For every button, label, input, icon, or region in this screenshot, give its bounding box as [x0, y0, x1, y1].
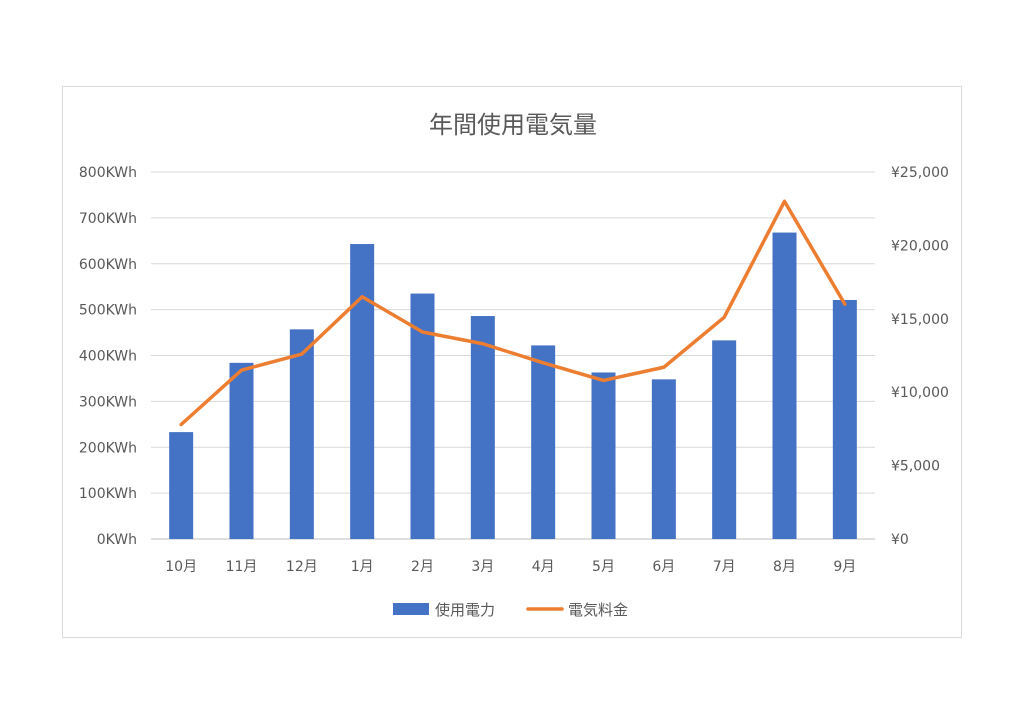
bar — [591, 372, 616, 539]
bar — [350, 244, 375, 539]
legend: 使用電力 電気料金 — [393, 601, 628, 619]
x-axis-tick-label: 8月 — [773, 559, 796, 575]
chart-canvas: 0KWh 100KWh 200KWh 300KWh 400KWh 500KWh 600KWh… — [79, 111, 949, 619]
x-axis-tick-label: 9月 — [833, 559, 856, 575]
legend-label: 電気料金 — [568, 601, 628, 619]
legend-label: 使用電力 — [435, 601, 495, 619]
x-axis: 10月 11月 12月 1月 2月 3月 4月 5月 6月 7月 8月 9月 — [165, 559, 856, 575]
x-axis-tick-label: 10月 — [165, 559, 197, 575]
bar — [470, 316, 495, 539]
chart-title: 年間使用電気量 — [429, 111, 597, 139]
line-series-path — [179, 199, 847, 427]
right-axis-tick-label: ¥25,000 — [891, 165, 949, 181]
left-axis-tick-label: 200KWh — [79, 440, 137, 456]
x-axis-tick-label: 4月 — [532, 559, 555, 575]
left-axis-tick-label: 300KWh — [79, 394, 137, 410]
bar-series — [169, 232, 857, 539]
bar — [531, 345, 556, 539]
bar — [712, 340, 737, 539]
x-axis-tick-label: 5月 — [592, 559, 615, 575]
bar — [832, 299, 857, 539]
right-axis: ¥0 ¥5,000 ¥10,000 ¥15,000 ¥20,000 ¥25,000 — [891, 165, 949, 548]
right-axis-tick-label: ¥15,000 — [891, 312, 949, 328]
x-axis-tick-label: 2月 — [411, 559, 434, 575]
legend-swatch-bar — [393, 603, 429, 615]
x-axis-tick-label: 12月 — [286, 559, 318, 575]
right-axis-tick-label: ¥10,000 — [891, 385, 949, 401]
line-series — [179, 199, 847, 427]
left-axis: 0KWh 100KWh 200KWh 300KWh 400KWh 500KWh 600KWh… — [79, 165, 137, 548]
left-axis-tick-label: 500KWh — [79, 303, 137, 319]
bar — [229, 362, 254, 539]
chart-frame: 0KWh 100KWh 200KWh 300KWh 400KWh 500KWh 600KWh… — [62, 86, 962, 638]
x-axis-tick-label: 1月 — [351, 559, 374, 575]
gridlines — [151, 171, 875, 540]
x-axis-tick-label: 7月 — [713, 559, 736, 575]
bar — [651, 379, 676, 539]
left-axis-tick-label: 0KWh — [97, 532, 137, 548]
x-axis-tick-label: 6月 — [652, 559, 675, 575]
bar — [289, 329, 314, 539]
right-axis-tick-label: ¥5,000 — [891, 459, 940, 475]
left-axis-tick-label: 800KWh — [79, 165, 137, 181]
right-axis-tick-label: ¥20,000 — [891, 238, 949, 254]
left-axis-tick-label: 700KWh — [79, 211, 137, 227]
x-axis-tick-label: 3月 — [471, 559, 494, 575]
bar — [772, 232, 797, 539]
left-axis-tick-label: 100KWh — [79, 486, 137, 502]
left-axis-tick-label: 400KWh — [79, 349, 137, 365]
right-axis-tick-label: ¥0 — [891, 532, 909, 548]
x-axis-tick-label: 11月 — [226, 559, 258, 575]
bar — [169, 432, 194, 539]
left-axis-tick-label: 600KWh — [79, 257, 137, 273]
